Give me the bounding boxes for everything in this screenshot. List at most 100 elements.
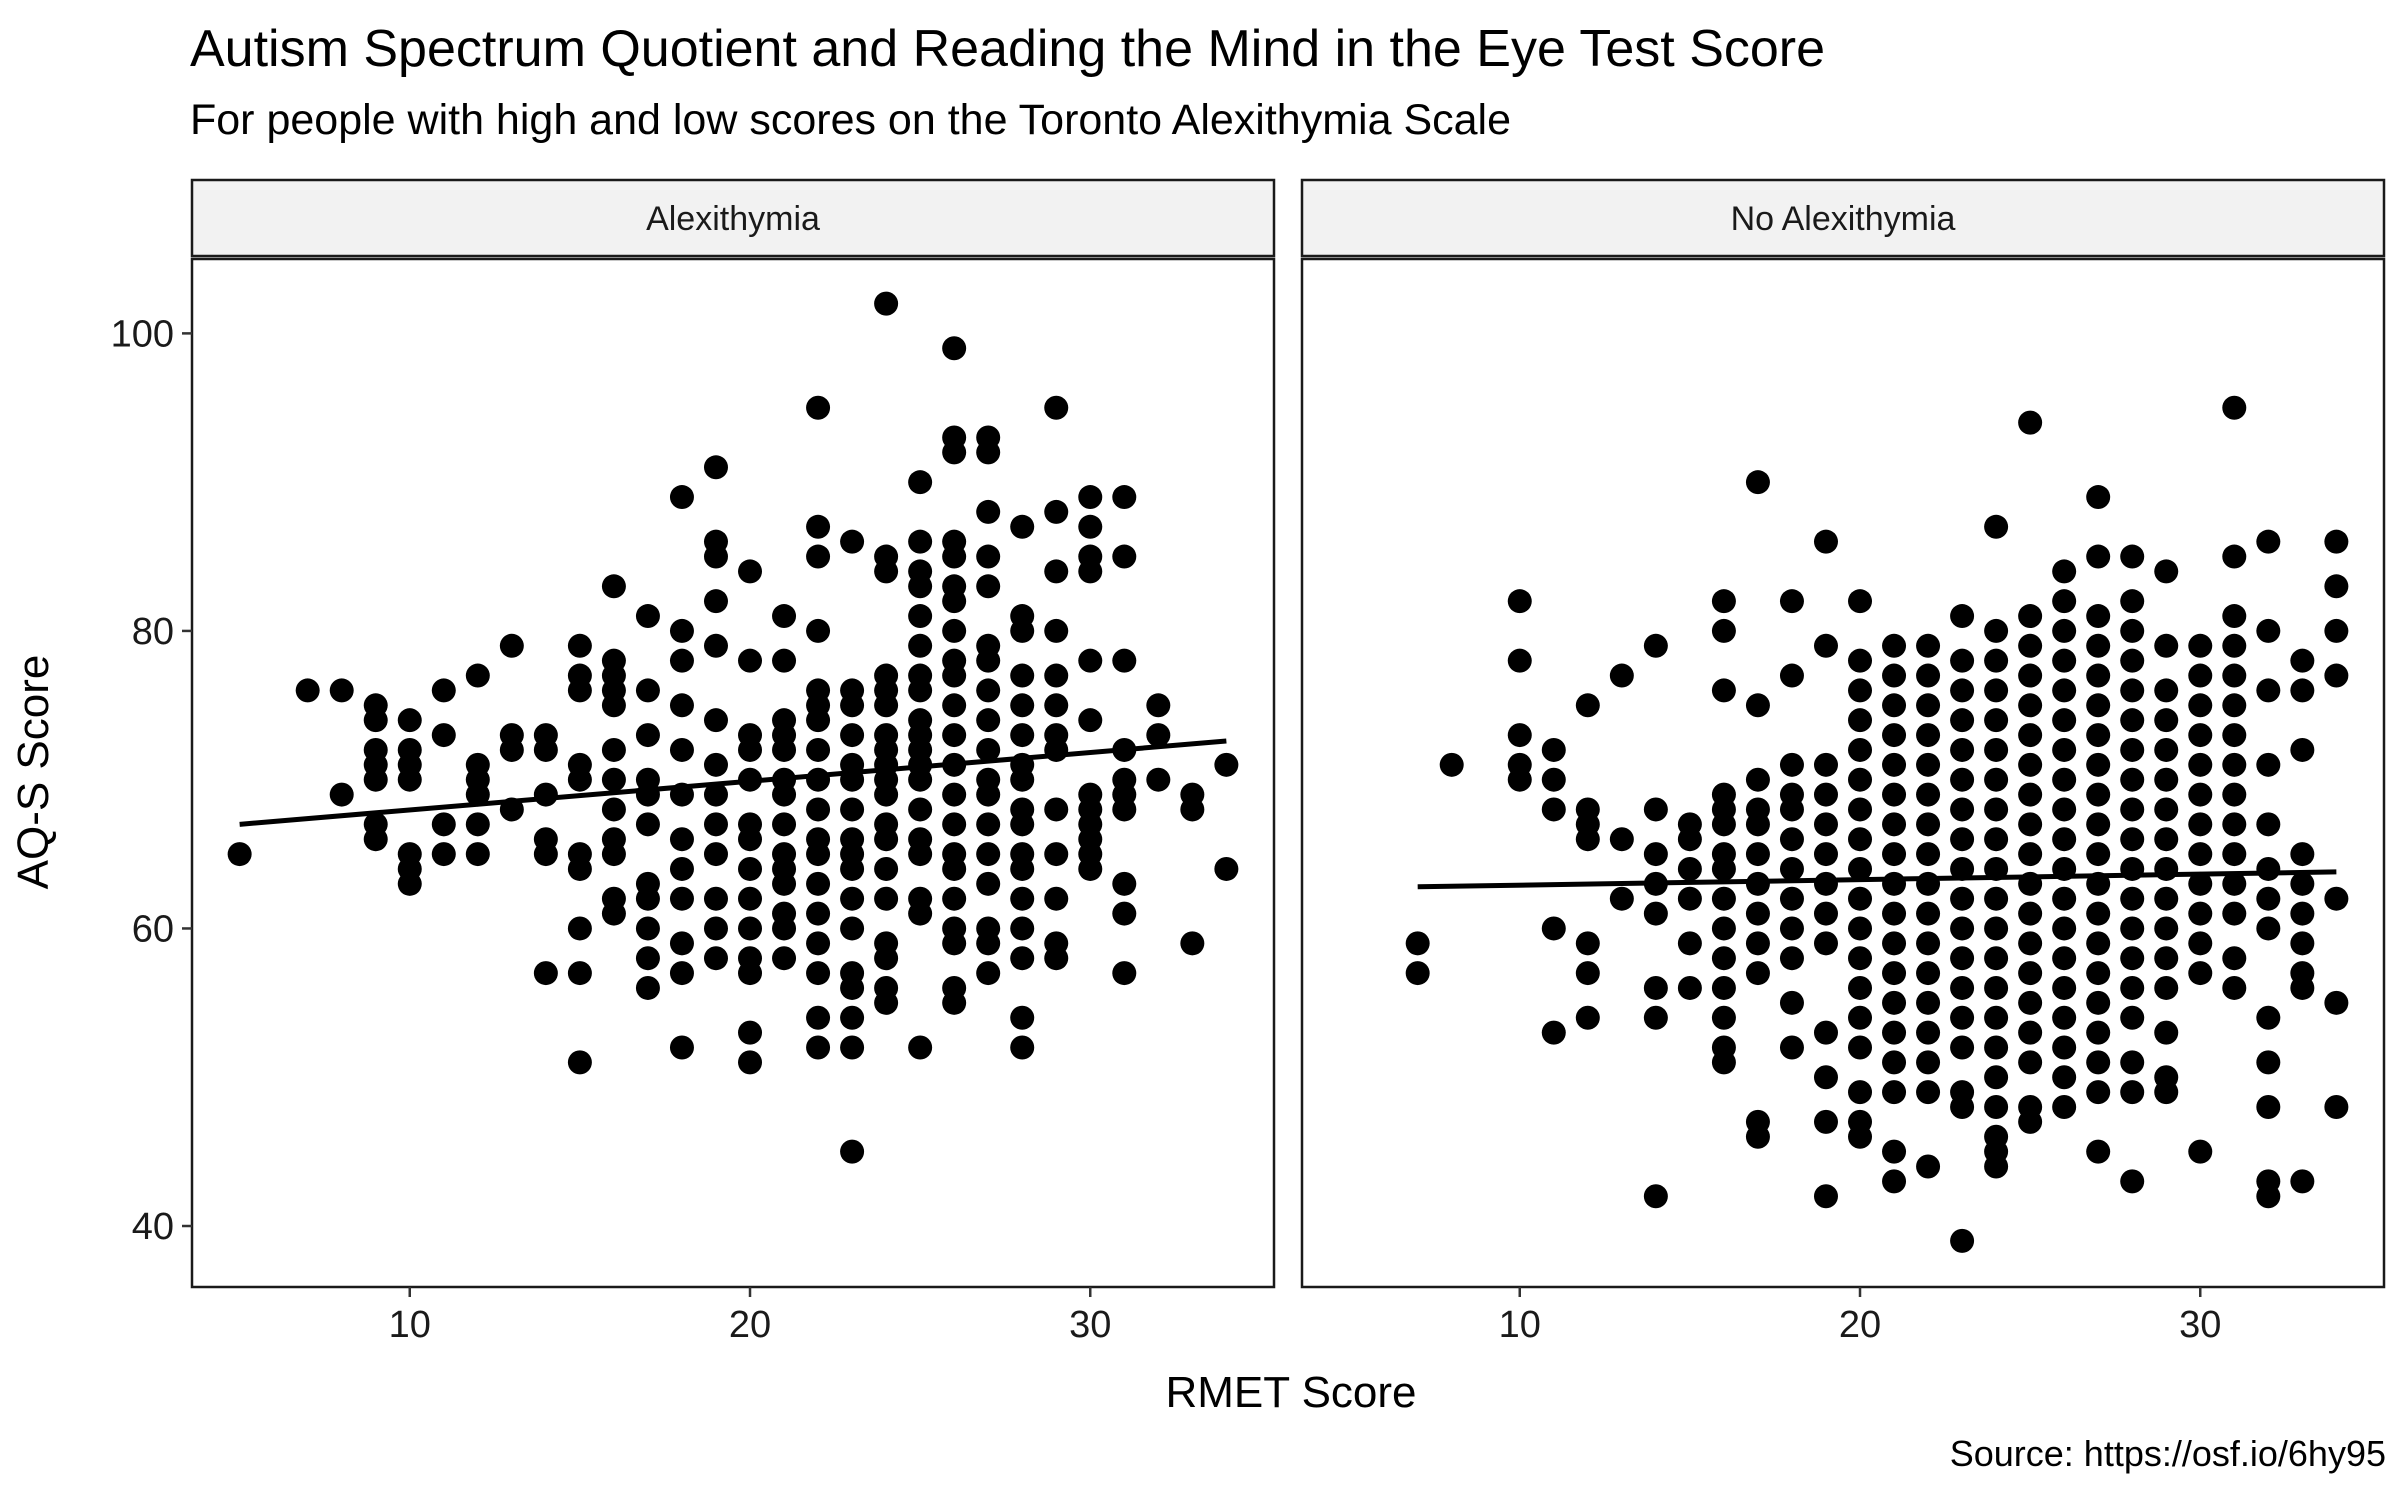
data-point (2256, 529, 2281, 554)
facet-strip (1300, 178, 2386, 258)
data-point (1848, 737, 1873, 762)
data-point (2086, 782, 2111, 807)
data-point (1848, 975, 1873, 1000)
data-point (1779, 827, 1804, 852)
data-point (567, 856, 592, 881)
data-point (2256, 886, 2281, 911)
data-point (1950, 737, 1975, 762)
y-axis-title: AQ-S Score (9, 655, 58, 890)
data-point (2290, 737, 2315, 762)
data-points (227, 291, 1239, 1164)
data-point (1950, 648, 1975, 673)
data-point (1882, 752, 1907, 777)
data-point (942, 663, 967, 688)
data-point (2086, 752, 2111, 777)
data-point (635, 886, 660, 911)
data-point (601, 737, 626, 762)
data-point (703, 916, 728, 941)
data-point (1010, 723, 1035, 748)
data-point (1745, 842, 1770, 867)
data-point (2290, 871, 2315, 896)
data-point (976, 931, 1001, 956)
data-point (2052, 1005, 2077, 1030)
data-point (1984, 1035, 2009, 1060)
data-point (669, 856, 694, 881)
data-point (2154, 559, 2179, 584)
data-point (772, 812, 797, 837)
data-point (1745, 470, 1770, 495)
data-point (2052, 946, 2077, 971)
data-point (2018, 901, 2043, 926)
data-point (840, 1139, 865, 1164)
data-point (1643, 901, 1668, 926)
data-point (431, 842, 456, 867)
data-point (601, 574, 626, 599)
data-point (703, 455, 728, 480)
data-point (1916, 1050, 1941, 1075)
data-point (1916, 693, 1941, 718)
data-point (1643, 842, 1668, 867)
data-point (2290, 901, 2315, 926)
data-point (1848, 886, 1873, 911)
data-point (2086, 1050, 2111, 1075)
data-point (601, 767, 626, 792)
data-point (601, 797, 626, 822)
data-point (2188, 633, 2213, 658)
data-point (1984, 737, 2009, 762)
data-point (669, 485, 694, 510)
data-point (567, 678, 592, 703)
x-tick-label: 30 (1069, 1304, 1111, 1346)
panel-1: Alexithymia 10 20 30 (190, 178, 1276, 1346)
data-point (840, 1035, 865, 1060)
data-point (2256, 812, 2281, 837)
data-point (2256, 1094, 2281, 1119)
data-point (1882, 901, 1907, 926)
data-point (806, 842, 831, 867)
data-point (295, 678, 320, 703)
data-point (1711, 886, 1736, 911)
data-point (669, 648, 694, 673)
trend-line (239, 738, 1227, 827)
data-point (2188, 782, 2213, 807)
panel-border (1300, 257, 2386, 1289)
data-point (567, 1050, 592, 1075)
data-point (2154, 767, 2179, 792)
data-point (1609, 827, 1634, 852)
data-point (2120, 767, 2145, 792)
data-point (2018, 1109, 2043, 1134)
data-point (1848, 827, 1873, 852)
data-point (2052, 737, 2077, 762)
data-point (1950, 1228, 1975, 1253)
data-point (2324, 574, 2349, 599)
data-point (2222, 544, 2247, 569)
data-point (908, 797, 933, 822)
data-point (2086, 604, 2111, 629)
data-point (908, 1035, 933, 1060)
data-point (2188, 752, 2213, 777)
data-point (1507, 589, 1532, 614)
data-point (1711, 946, 1736, 971)
data-point (2290, 931, 2315, 956)
data-point (2154, 946, 2179, 971)
data-point (1848, 767, 1873, 792)
data-point (1916, 931, 1941, 956)
data-point (976, 961, 1001, 986)
data-point (874, 782, 899, 807)
data-point (772, 782, 797, 807)
data-point (703, 633, 728, 658)
data-point (1950, 797, 1975, 822)
data-point (1010, 1005, 1035, 1030)
data-point (976, 648, 1001, 673)
data-point (1848, 946, 1873, 971)
data-point (908, 767, 933, 792)
data-point (635, 782, 660, 807)
data-point (2222, 633, 2247, 658)
data-point (1779, 946, 1804, 971)
data-point (2086, 842, 2111, 867)
data-point (1882, 723, 1907, 748)
data-point (2052, 678, 2077, 703)
data-points (1405, 395, 2349, 1253)
data-point (1779, 990, 1804, 1015)
data-point (840, 856, 865, 881)
data-point (2188, 931, 2213, 956)
